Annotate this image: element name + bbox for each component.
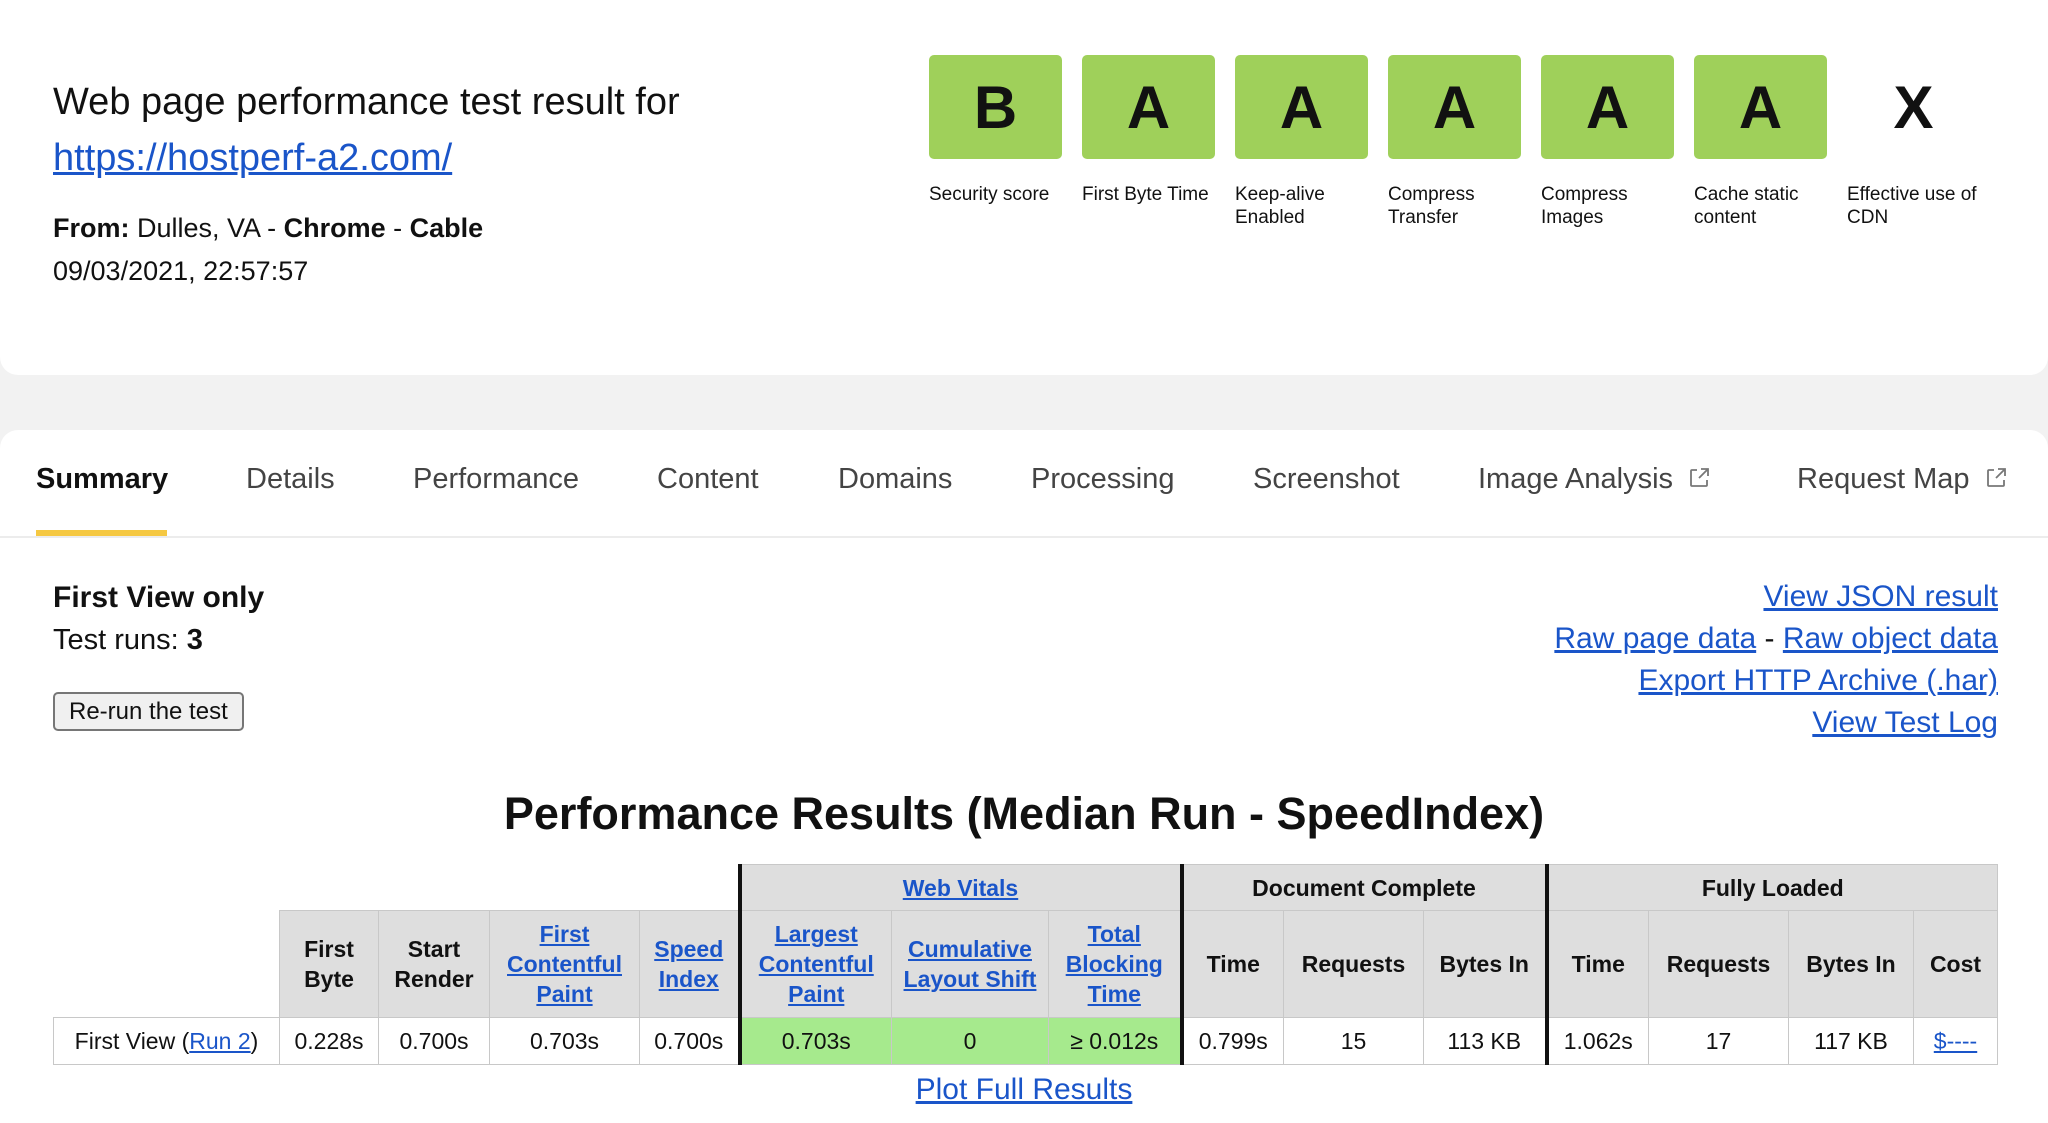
speed-index-link[interactable]: Speed Index [654, 936, 724, 992]
web-vitals-link[interactable]: Web Vitals [902, 874, 1019, 901]
col-start-render: Start Render [378, 910, 490, 1018]
tbt-link[interactable]: Total Blocking Time [1065, 921, 1163, 1007]
cost-value: $---- [1913, 1017, 1998, 1065]
document-complete-header: Document Complete [1179, 864, 1547, 911]
plot-full-results: Plot Full Results [0, 1070, 2048, 1110]
run-link[interactable]: Run 2 [189, 1027, 251, 1054]
grade-cdn[interactable]: X [1893, 73, 1934, 141]
col-fl-time: Time [1544, 910, 1649, 1018]
from-label: From: [53, 213, 130, 243]
speed-index-value: 0.700s [639, 1017, 740, 1065]
grade-label: Compress Transfer [1388, 184, 1475, 228]
plot-full-results-link[interactable]: Plot Full Results [915, 1073, 1133, 1106]
col-cls: Cumulative Layout Shift [891, 910, 1049, 1018]
fl-bytes-value: 117 KB [1788, 1017, 1914, 1065]
grade-label: Compress Images [1541, 184, 1628, 228]
tbt-value: ≥ 0.012s [1048, 1017, 1182, 1065]
cls-value: 0 [891, 1017, 1049, 1065]
tab-processing[interactable]: Processing [1031, 463, 1175, 495]
active-tab-indicator [36, 530, 167, 536]
row-label: First View (Run 2) [53, 1017, 280, 1065]
lcp-link[interactable]: Largest Contentful Paint [758, 921, 874, 1007]
tab-content[interactable]: Content [657, 463, 759, 495]
view-title: First View only [53, 581, 265, 614]
tab-image-analysis[interactable]: Image Analysis [1478, 458, 1711, 500]
external-link-icon [1690, 468, 1709, 487]
grade-keep-alive[interactable]: A [1235, 55, 1368, 159]
runs-label: Test runs: [53, 624, 179, 656]
grade-cache-static[interactable]: A [1694, 55, 1827, 159]
start-render-value: 0.700s [378, 1017, 490, 1065]
col-first-byte: First Byte [279, 910, 379, 1018]
grade-compress-transfer[interactable]: A [1388, 55, 1521, 159]
location-text: Dulles, VA [137, 213, 260, 243]
tab-summary[interactable]: Summary [36, 463, 169, 495]
grade-compress-images[interactable]: A [1541, 55, 1674, 159]
grade-label: Cache static content [1694, 184, 1799, 228]
col-dc-bytes: Bytes In [1423, 910, 1547, 1018]
cost-link[interactable]: $---- [1933, 1027, 1978, 1054]
view-json-link[interactable]: View JSON result [1763, 580, 1998, 613]
col-cost: Cost [1913, 910, 1998, 1018]
grade-label: First Byte Time [1082, 184, 1209, 205]
external-link-icon [1986, 468, 2006, 487]
fl-time-value: 1.062s [1544, 1017, 1649, 1065]
grade-first-byte-time[interactable]: A [1082, 55, 1215, 159]
tab-domains[interactable]: Domains [838, 463, 953, 495]
test-runs: Test runs: 3 [53, 620, 203, 660]
col-dc-requests: Requests [1283, 910, 1424, 1018]
fcp-link[interactable]: First Contentful Paint [507, 921, 622, 1007]
tab-label: Request Map [1797, 463, 1970, 495]
tab-label: Image Analysis [1478, 463, 1674, 495]
rerun-test-button[interactable]: Re-run the test [53, 692, 244, 731]
tab-request-map[interactable]: Request Map [1797, 458, 2008, 500]
results-panel: Summary Details Performance Content Doma… [0, 430, 2048, 1123]
dc-requests-value: 15 [1283, 1017, 1424, 1065]
test-location: From: Dulles, VA - Chrome - Cable [53, 213, 484, 243]
runs-value: 3 [186, 624, 203, 656]
col-fcp: First Contentful Paint [489, 910, 640, 1018]
raw-page-data-link[interactable]: Raw page data [1554, 622, 1757, 655]
grade-security-score[interactable]: B [929, 55, 1062, 159]
performance-results-table: Web Vitals Document Complete Fully Loade… [53, 864, 1998, 1065]
page-title: Web page performance test result for [53, 81, 680, 123]
col-lcp: Largest Contentful Paint [737, 910, 892, 1018]
results-title: Performance Results (Median Run - SpeedI… [503, 788, 1545, 839]
tab-performance[interactable]: Performance [413, 463, 580, 495]
table-row: First View (Run 2) 0.228s 0.700s 0.703s … [53, 1017, 1998, 1065]
cls-link[interactable]: Cumulative Layout Shift [903, 936, 1037, 992]
test-summary-header: Web page performance test result for htt… [0, 0, 2048, 375]
tab-screenshot[interactable]: Screenshot [1253, 463, 1400, 495]
export-links: View JSON result Raw page data - Raw obj… [1554, 580, 1998, 739]
dc-time-value: 0.799s [1179, 1017, 1284, 1065]
dc-bytes-value: 113 KB [1423, 1017, 1547, 1065]
col-dc-time: Time [1179, 910, 1284, 1018]
export-har-link[interactable]: Export HTTP Archive (.har) [1638, 664, 1998, 697]
fcp-value: 0.703s [489, 1017, 640, 1065]
lcp-value: 0.703s [737, 1017, 892, 1065]
browser-text: Chrome [283, 213, 386, 243]
fl-requests-value: 17 [1648, 1017, 1789, 1065]
grade-label: Keep-alive Enabled [1235, 184, 1325, 228]
fully-loaded-header: Fully Loaded [1544, 864, 1998, 911]
tested-url-link[interactable]: https://hostperf-a2.com/ [53, 137, 453, 179]
col-fl-requests: Requests [1648, 910, 1789, 1018]
col-speed-index: Speed Index [639, 910, 740, 1018]
connection-text: Cable [409, 213, 484, 243]
grade-label: Effective use of CDN [1847, 184, 1977, 228]
col-fl-bytes: Bytes In [1788, 910, 1914, 1018]
col-tbt: Total Blocking Time [1048, 910, 1182, 1018]
raw-object-data-link[interactable]: Raw object data [1782, 622, 1998, 655]
grade-label: Security score [929, 184, 1050, 205]
tab-details[interactable]: Details [246, 463, 335, 495]
result-tabs: Summary Details Performance Content Doma… [0, 430, 2048, 538]
test-datetime: 09/03/2021, 22:57:57 [53, 256, 309, 286]
view-test-log-link[interactable]: View Test Log [1812, 706, 1998, 739]
web-vitals-header: Web Vitals [737, 864, 1182, 911]
first-byte-value: 0.228s [279, 1017, 379, 1065]
